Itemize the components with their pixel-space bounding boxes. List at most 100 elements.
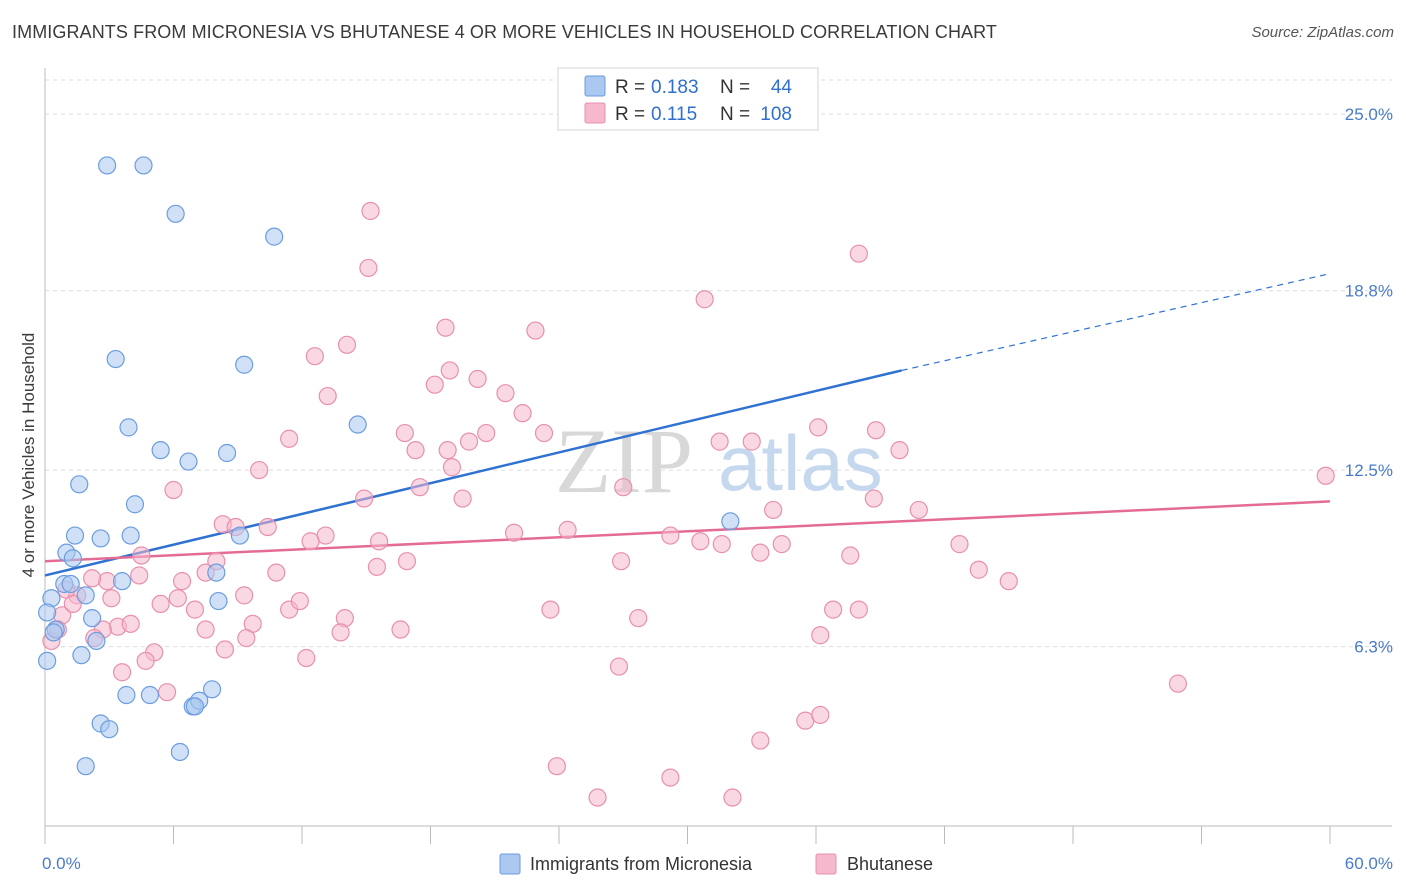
source-label: Source: ZipAtlas.com (1251, 24, 1394, 41)
point-micronesia (91, 529, 110, 548)
point-micronesia (76, 586, 95, 605)
point-bhutanese (866, 421, 886, 440)
point-micronesia (170, 742, 190, 762)
point-bhutanese (290, 591, 309, 611)
point-micronesia (65, 526, 85, 545)
legend-swatch-bhutanese (584, 102, 606, 124)
series-micronesia (38, 156, 740, 776)
point-bhutanese (361, 201, 380, 221)
point-micronesia (72, 646, 91, 665)
point-micronesia (121, 526, 140, 545)
point-bhutanese (130, 566, 149, 585)
point-bhutanese (824, 600, 843, 619)
point-bhutanese (751, 543, 770, 562)
trendline-micronesia-extension (901, 273, 1331, 372)
point-bhutanese (395, 423, 414, 443)
x-tick-label-max: 60.0% (1345, 854, 1393, 873)
legend-n-value-micronesia: 44 (771, 77, 793, 98)
point-bhutanese (215, 640, 234, 659)
point-bhutanese (102, 589, 121, 608)
point-bhutanese (950, 535, 969, 554)
point-bhutanese (172, 572, 192, 591)
point-bhutanese (477, 423, 496, 443)
point-micronesia (166, 204, 185, 223)
trendlines (44, 273, 1331, 577)
point-bhutanese (691, 532, 710, 551)
point-bhutanese (864, 489, 883, 508)
x-tick-label-min: 0.0% (42, 854, 81, 873)
point-bhutanese (1168, 674, 1188, 693)
point-bhutanese (367, 557, 387, 576)
trendline-micronesia (44, 369, 902, 577)
point-bhutanese (909, 500, 928, 520)
bottom-legend-swatch-bhutanese (815, 853, 837, 875)
point-bhutanese (534, 423, 554, 443)
point-bhutanese (453, 489, 472, 508)
point-bhutanese (629, 609, 648, 628)
point-bhutanese (370, 532, 389, 551)
point-bhutanese (258, 517, 277, 537)
point-bhutanese (588, 788, 607, 807)
point-bhutanese (168, 589, 187, 608)
point-bhutanese (359, 258, 378, 278)
point-bhutanese (280, 429, 299, 448)
bottom-legend: Immigrants from Micronesia Bhutanese (499, 853, 933, 875)
point-bhutanese (337, 335, 357, 354)
point-bhutanese (459, 432, 479, 451)
point-bhutanese (609, 657, 629, 676)
point-bhutanese (710, 432, 729, 451)
point-micronesia (230, 526, 249, 545)
series-bhutanese (42, 201, 1335, 807)
bottom-legend-label-micronesia: Immigrants from Micronesia (530, 854, 753, 874)
point-bhutanese (425, 375, 444, 394)
point-bhutanese (811, 705, 830, 725)
point-micronesia (721, 512, 740, 531)
legend-n-label: N = (720, 77, 750, 98)
y-tick-label: 18.8% (1345, 282, 1393, 301)
legend-r-value-bhutanese: 0.115 (651, 104, 697, 125)
point-bhutanese (504, 523, 524, 542)
point-micronesia (125, 495, 145, 514)
point-bhutanese (841, 546, 860, 565)
point-micronesia (87, 631, 106, 651)
legend-n-label: N = (720, 104, 750, 125)
point-micronesia (179, 452, 198, 471)
point-micronesia (235, 355, 254, 374)
point-micronesia (207, 563, 226, 582)
legend-swatch-micronesia (584, 75, 606, 97)
point-bhutanese (196, 620, 215, 639)
point-bhutanese (112, 663, 132, 682)
point-bhutanese (526, 321, 545, 340)
point-bhutanese (440, 361, 459, 380)
point-bhutanese (83, 569, 102, 588)
point-micronesia (100, 720, 119, 739)
legend-n-value-bhutanese: 108 (760, 104, 792, 125)
point-bhutanese (849, 600, 868, 619)
point-bhutanese (438, 441, 457, 460)
point-bhutanese (185, 600, 205, 619)
point-bhutanese (436, 318, 455, 337)
y-tick-label: 25.0% (1345, 105, 1393, 124)
point-bhutanese (661, 768, 680, 787)
legend-r-label: R = (615, 77, 645, 98)
point-micronesia (209, 591, 228, 611)
point-micronesia (61, 574, 80, 594)
point-bhutanese (764, 500, 783, 520)
bottom-legend-swatch-micronesia (499, 853, 521, 875)
point-bhutanese (614, 478, 633, 497)
point-bhutanese (1316, 466, 1335, 485)
point-micronesia (134, 156, 153, 175)
point-bhutanese (442, 458, 462, 477)
point-micronesia (112, 572, 132, 591)
point-micronesia (217, 443, 237, 463)
point-micronesia (265, 227, 284, 246)
point-bhutanese (723, 788, 742, 807)
point-bhutanese (809, 418, 828, 437)
y-tick-label: 6.3% (1354, 638, 1393, 657)
point-bhutanese (151, 594, 170, 614)
point-bhutanese (541, 600, 560, 619)
point-bhutanese (406, 441, 425, 460)
legend-r-label: R = (615, 104, 645, 125)
point-micronesia (119, 418, 138, 437)
watermark: ZIP atlas (555, 410, 883, 512)
